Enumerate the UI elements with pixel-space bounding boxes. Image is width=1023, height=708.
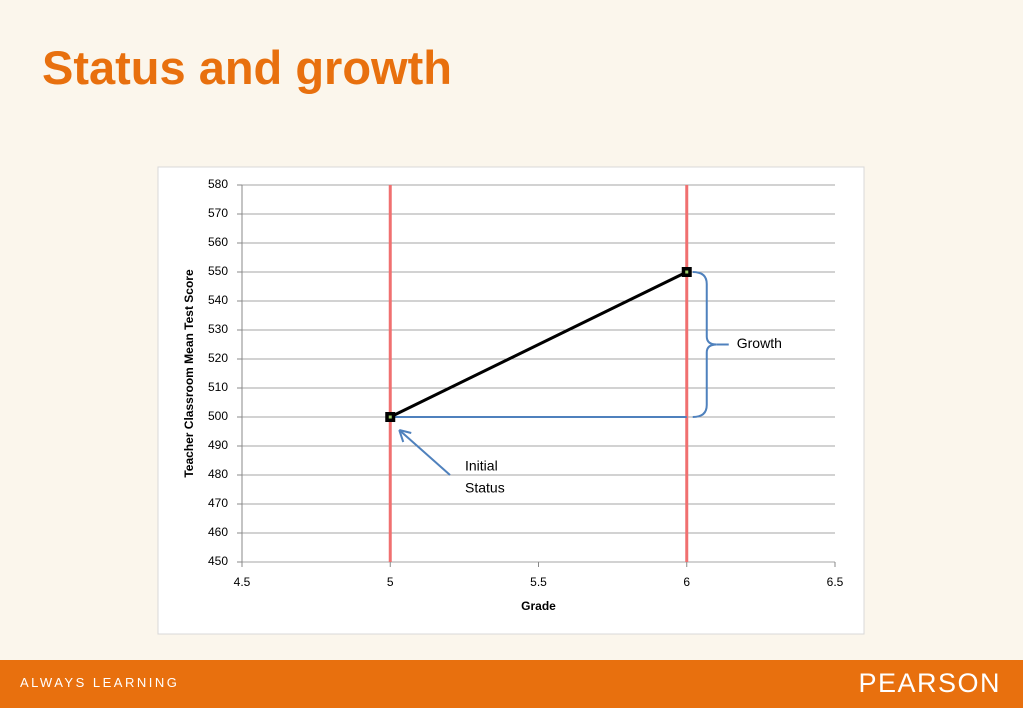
y-tick-label: 560 <box>208 235 228 249</box>
y-tick-label: 540 <box>208 293 228 307</box>
tagline: ALWAYS LEARNING <box>20 675 180 690</box>
x-tick-label: 6.5 <box>827 575 844 589</box>
y-tick-label: 500 <box>208 409 228 423</box>
y-tick-label: 490 <box>208 438 228 452</box>
slide-title: Status and growth <box>42 41 452 94</box>
point-marker-center <box>388 415 392 419</box>
series-line <box>389 270 688 419</box>
y-tick-label: 480 <box>208 467 228 481</box>
annotation: Growth <box>737 335 782 351</box>
status-arrow <box>398 429 451 476</box>
annotation: Status <box>465 480 505 496</box>
status-arrowhead <box>398 429 412 443</box>
x-tick-label: 6 <box>683 575 690 589</box>
x-tick-label: 5 <box>387 575 394 589</box>
y-tick-label: 520 <box>208 351 228 365</box>
y-tick-label: 570 <box>208 206 228 220</box>
point-marker-center <box>685 270 689 274</box>
y-tick-label: 460 <box>208 525 228 539</box>
y-tick-label: 550 <box>208 264 228 278</box>
annotation: Initial <box>465 458 498 474</box>
chart-frame <box>157 166 865 635</box>
x-tick-label: 4.5 <box>234 575 251 589</box>
y-tick-label: 530 <box>208 322 228 336</box>
y-tick-label: 450 <box>208 554 228 568</box>
y-tick-label: 470 <box>208 496 228 510</box>
x-axis-label: Grade <box>521 599 556 613</box>
y-tick-label: 510 <box>208 380 228 394</box>
y-tick-label: 580 <box>208 177 228 191</box>
y-axis-label: Teacher Classroom Mean Test Score <box>182 269 196 478</box>
footer: ALWAYS LEARNING PEARSON <box>0 660 1023 708</box>
brand: PEARSON <box>858 668 1001 698</box>
x-tick-label: 5.5 <box>530 575 547 589</box>
